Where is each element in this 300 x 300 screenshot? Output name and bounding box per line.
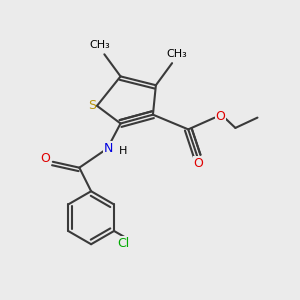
Text: Cl: Cl [118,237,130,250]
Text: H: H [118,146,127,157]
Text: O: O [215,110,225,123]
Text: S: S [88,99,96,112]
Text: N: N [104,142,113,155]
Text: CH₃: CH₃ [90,40,110,50]
Text: O: O [194,157,203,170]
Text: CH₃: CH₃ [166,49,187,59]
Text: O: O [40,152,50,165]
